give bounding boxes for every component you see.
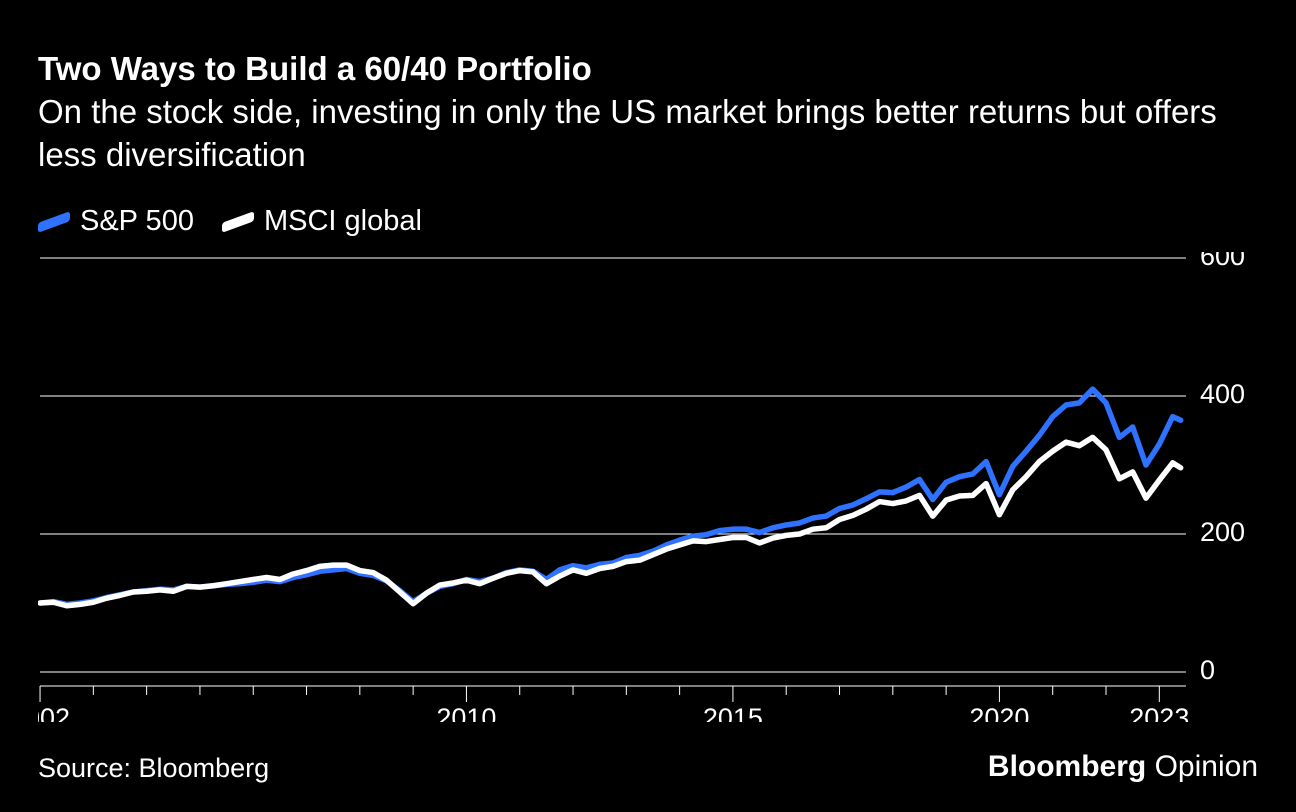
chart-container: Two Ways to Build a 60/40 Portfolio On t…: [0, 0, 1296, 812]
chart-title: Two Ways to Build a 60/40 Portfolio: [38, 48, 1258, 89]
svg-text:600: 600: [1200, 252, 1245, 271]
svg-text:2023: 2023: [1129, 703, 1189, 722]
chart-plot-area: 0 200 400 600 2002 2010 2015 2020 2023: [38, 252, 1258, 722]
svg-text:2010: 2010: [436, 703, 496, 722]
legend-item-msci: MSCI global: [222, 205, 422, 238]
brand-light: Opinion: [1155, 750, 1258, 783]
chart-footer: Source: Bloomberg Bloomberg Opinion: [38, 750, 1258, 784]
svg-text:2020: 2020: [969, 703, 1029, 722]
svg-text:0: 0: [1200, 655, 1215, 685]
brand-strong: Bloomberg: [988, 750, 1146, 783]
source-attribution: Source: Bloomberg: [38, 753, 269, 784]
legend-item-sp500: S&P 500: [38, 205, 194, 238]
svg-text:400: 400: [1200, 379, 1245, 409]
line-chart: 0 200 400 600 2002 2010 2015 2020 2023: [38, 252, 1258, 722]
svg-text:2015: 2015: [703, 703, 763, 722]
legend-label: S&P 500: [80, 205, 194, 238]
legend-label: MSCI global: [264, 205, 422, 238]
brand-mark: Bloomberg Opinion: [988, 750, 1258, 784]
svg-text:200: 200: [1200, 517, 1245, 547]
legend-swatch-icon: [38, 211, 70, 233]
chart-legend: S&P 500 MSCI global: [38, 205, 1258, 238]
legend-swatch-icon: [222, 211, 254, 233]
chart-subtitle: On the stock side, investing in only the…: [38, 91, 1258, 177]
svg-text:2002: 2002: [38, 703, 70, 722]
